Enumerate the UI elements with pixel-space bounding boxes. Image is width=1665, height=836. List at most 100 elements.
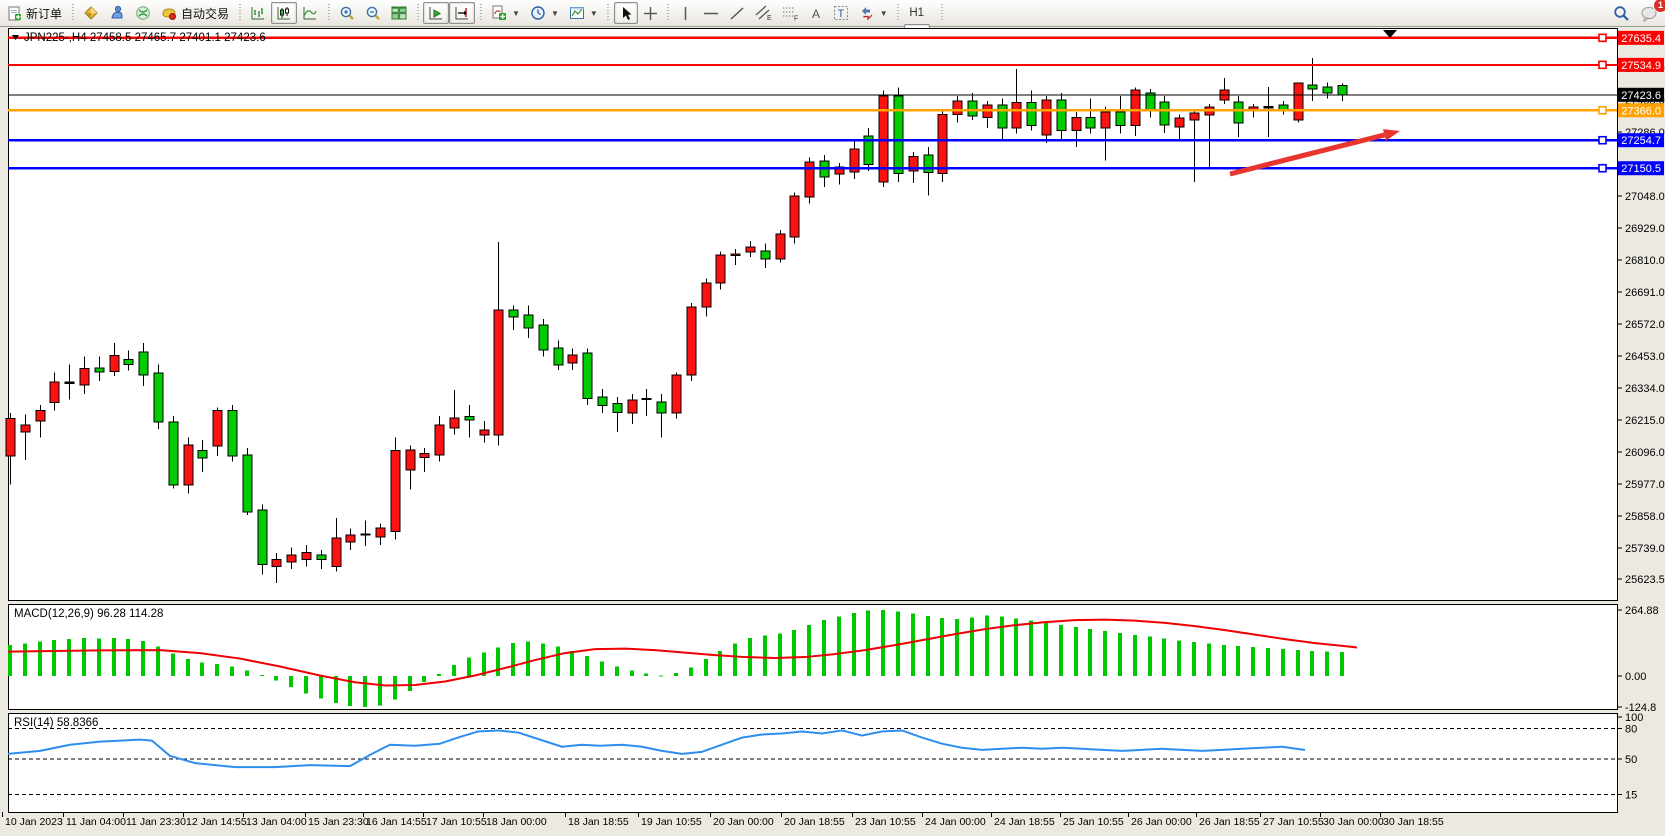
- svg-text:80: 80: [1625, 723, 1637, 735]
- candle-body: [893, 95, 904, 175]
- chart-title-group: JPN225-,H4 27458.5 27465.7 27401.1 27423…: [12, 32, 266, 44]
- line-handle[interactable]: [1598, 105, 1607, 115]
- tile-windows-button[interactable]: [386, 2, 412, 24]
- time-label: 19 Jan 10:55: [641, 816, 702, 828]
- macd-histogram-bar: [1236, 646, 1240, 676]
- price-label: 27534.9: [1621, 60, 1661, 72]
- text-tool-button[interactable]: A: [804, 2, 828, 24]
- candle-body: [1056, 99, 1067, 132]
- search-button[interactable]: [1608, 2, 1635, 24]
- line-handle[interactable]: [1598, 163, 1607, 173]
- vertical-line-tool-button[interactable]: [674, 2, 698, 24]
- time-axis[interactable]: 10 Jan 2023 11 Jan 04:00 11 Jan 23:30 12 Ja…: [2, 812, 1444, 828]
- time-label: 18 Jan 18:55: [568, 816, 629, 828]
- candle-body: [1263, 106, 1274, 109]
- time-label: 12 Jan 14:55: [186, 816, 247, 828]
- candlestick-mode-button[interactable]: [271, 2, 298, 24]
- macd-histogram-bar: [274, 676, 278, 681]
- periods-button[interactable]: ▼: [525, 2, 564, 24]
- timeframe-h1-button[interactable]: H1: [904, 2, 930, 24]
- horizontal-line-icon: [703, 12, 718, 14]
- data-feed-button[interactable]: [130, 2, 156, 24]
- macd-histogram-bar: [319, 676, 323, 699]
- cursor-tool-button[interactable]: [613, 2, 638, 24]
- candle-body: [656, 401, 667, 414]
- equidistant-channel-tool-button[interactable]: E: [750, 2, 777, 24]
- trend-arrow[interactable]: [1229, 129, 1400, 177]
- zoom-in-button[interactable]: [334, 2, 360, 24]
- candle-body: [1189, 112, 1200, 121]
- time-label: 27 Jan 10:55: [1263, 816, 1324, 828]
- text-label-tool-button[interactable]: T: [828, 2, 854, 24]
- candle-body: [701, 282, 712, 308]
- macd-histogram-bar: [704, 659, 708, 676]
- candle-body: [1322, 86, 1333, 94]
- macd-histogram-bar: [955, 619, 959, 676]
- pane-divider-2[interactable]: [8, 710, 1617, 713]
- macd-histogram-bar: [230, 666, 234, 676]
- candle-body: [123, 358, 134, 366]
- time-label: 11 Jan 04:00: [66, 816, 126, 828]
- notification-badge[interactable]: 1: [1653, 0, 1665, 13]
- bar-chart-mode-button[interactable]: [245, 2, 271, 24]
- channel-icon: E: [755, 5, 772, 21]
- auto-scroll-button[interactable]: [423, 2, 450, 24]
- macd-histogram-bar: [1192, 642, 1196, 676]
- candle-body: [375, 527, 386, 538]
- chart-shift-button[interactable]: [449, 2, 476, 24]
- macd-histogram-bar: [866, 610, 870, 676]
- chat-button[interactable]: [1635, 2, 1663, 24]
- line-handle[interactable]: [1598, 135, 1607, 145]
- arrows-tool-button[interactable]: ▼: [854, 2, 893, 24]
- line-handle[interactable]: [1598, 33, 1607, 43]
- svg-text:26334.0: 26334.0: [1625, 383, 1665, 395]
- candle-body: [94, 367, 105, 373]
- candle-body: [479, 429, 490, 436]
- strategy-tester-button[interactable]: [104, 2, 130, 24]
- candle-body: [1011, 101, 1022, 129]
- indicators-button[interactable]: ▼: [486, 2, 525, 24]
- macd-histogram-bar: [911, 613, 915, 676]
- macd-histogram-bar: [437, 674, 441, 676]
- new-order-button[interactable]: 新订单: [2, 2, 67, 24]
- zoom-out-button[interactable]: [360, 2, 386, 24]
- macd-histogram-bar: [1162, 638, 1166, 676]
- notifications-wrapper: 1: [1635, 0, 1665, 24]
- line-chart-mode-button[interactable]: [297, 2, 323, 24]
- macd-pane-content: MACD(12,26,9) 96.28 114.28 264.88 0.00 -124…: [7, 605, 1659, 714]
- time-label: 26 Jan 00:00: [1131, 816, 1192, 828]
- candle-body: [523, 314, 534, 329]
- candle-body: [1085, 116, 1096, 129]
- zoom-out-icon: [366, 6, 380, 20]
- candle-body: [1026, 101, 1037, 126]
- toolbar-grip: [895, 4, 901, 22]
- templates-button[interactable]: ▼: [564, 2, 603, 24]
- macd-histogram-bar: [689, 667, 693, 676]
- pane-divider-1[interactable]: [8, 601, 1617, 604]
- svg-text:100: 100: [1625, 712, 1643, 724]
- auto-trading-button[interactable]: 自动交易: [156, 2, 234, 24]
- toolbar-grip: [939, 4, 945, 22]
- chart-window: 27524.027405.027286.027048.026929.026810…: [2, 28, 1665, 828]
- trendline-tool-button[interactable]: [724, 2, 750, 24]
- candle-body: [301, 552, 312, 561]
- add-indicator-icon: [492, 5, 507, 20]
- candle-body: [923, 154, 934, 173]
- crosshair-tool-button[interactable]: [638, 2, 663, 24]
- market-depth-button[interactable]: [78, 2, 104, 24]
- macd-histogram-bar: [1281, 649, 1285, 676]
- chart-shift-marker[interactable]: [1383, 30, 1397, 38]
- time-label: 30 Jan 00:00: [1323, 816, 1384, 828]
- line-handle[interactable]: [1598, 60, 1607, 70]
- price-label-box: [1618, 30, 1664, 45]
- svg-text:27048.0: 27048.0: [1625, 191, 1665, 203]
- macd-histogram-bar: [615, 666, 619, 676]
- fibonacci-tool-button[interactable]: F: [777, 2, 804, 24]
- macd-histogram-bar: [23, 643, 27, 676]
- rsi-label: RSI(14) 58.8366: [14, 717, 98, 729]
- clock-icon: [531, 6, 545, 20]
- candle-body: [863, 135, 874, 165]
- horizontal-line-tool-button[interactable]: [698, 2, 724, 24]
- macd-histogram-bar: [585, 656, 589, 676]
- candle-body: [686, 306, 697, 376]
